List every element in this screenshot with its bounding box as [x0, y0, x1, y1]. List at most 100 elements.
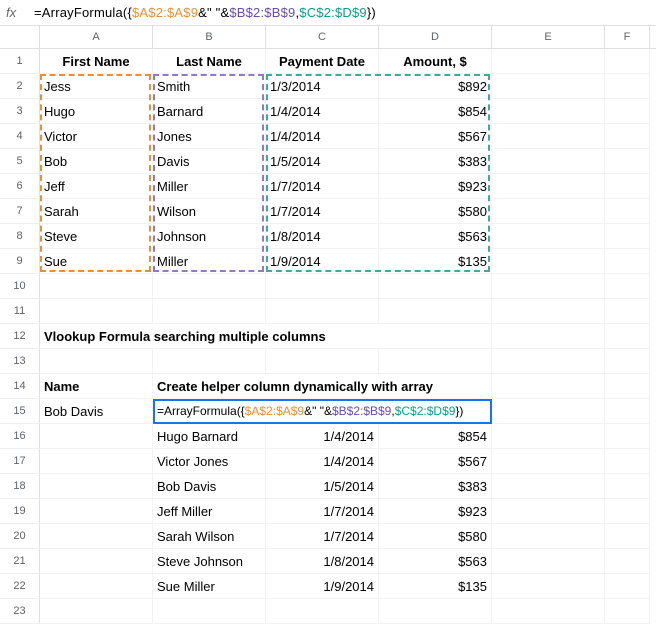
cell[interactable]: [492, 599, 605, 624]
cell[interactable]: [605, 549, 650, 574]
cell[interactable]: [492, 74, 605, 99]
row-header[interactable]: 7: [0, 199, 40, 224]
cell[interactable]: 1/7/2014: [266, 174, 379, 199]
cell[interactable]: [605, 374, 650, 399]
cell[interactable]: 1/7/2014: [266, 199, 379, 224]
cell[interactable]: 1/7/2014: [266, 499, 379, 524]
formula-text[interactable]: =ArrayFormula({$A$2:$A$9&" "&$B$2:$B$9,$…: [34, 5, 376, 20]
cell[interactable]: 1/9/2014: [266, 249, 379, 274]
cell[interactable]: [492, 474, 605, 499]
cell[interactable]: [492, 524, 605, 549]
row-header[interactable]: 11: [0, 299, 40, 324]
cell[interactable]: $854: [379, 99, 492, 124]
cell[interactable]: 1/4/2014: [266, 449, 379, 474]
row-header[interactable]: 4: [0, 124, 40, 149]
cell[interactable]: 1/4/2014: [266, 99, 379, 124]
cell[interactable]: $923: [379, 499, 492, 524]
cell[interactable]: [379, 599, 492, 624]
row-header[interactable]: 18: [0, 474, 40, 499]
cell[interactable]: [605, 449, 650, 474]
cell[interactable]: $567: [379, 124, 492, 149]
cell[interactable]: 1/9/2014: [266, 574, 379, 599]
cell[interactable]: Davis: [153, 149, 266, 174]
col-header-c[interactable]: C: [266, 26, 379, 48]
formula-cell[interactable]: =ArrayFormula({$A$2:$A$9&" "&$B$2:$B$9,$…: [153, 399, 492, 424]
cell[interactable]: First Name: [40, 49, 153, 74]
cell[interactable]: [492, 149, 605, 174]
cell[interactable]: [40, 474, 153, 499]
cell[interactable]: [40, 524, 153, 549]
cell[interactable]: [153, 599, 266, 624]
cell[interactable]: $567: [379, 449, 492, 474]
cell[interactable]: Johnson: [153, 224, 266, 249]
cell[interactable]: [492, 349, 605, 374]
cell[interactable]: [153, 274, 266, 299]
corner-cell[interactable]: [0, 26, 40, 48]
cell[interactable]: Steve: [40, 224, 153, 249]
cell[interactable]: [40, 349, 153, 374]
cell[interactable]: Jeff: [40, 174, 153, 199]
row-header[interactable]: 14: [0, 374, 40, 399]
cell[interactable]: [266, 599, 379, 624]
col-header-f[interactable]: F: [605, 26, 650, 48]
row-header[interactable]: 1: [0, 49, 40, 74]
cell[interactable]: [605, 499, 650, 524]
cell[interactable]: [605, 299, 650, 324]
cell[interactable]: [605, 249, 650, 274]
cell[interactable]: $383: [379, 474, 492, 499]
cell[interactable]: [492, 249, 605, 274]
cell[interactable]: [605, 199, 650, 224]
cell[interactable]: [379, 299, 492, 324]
cell[interactable]: [40, 449, 153, 474]
cell[interactable]: $563: [379, 224, 492, 249]
cell[interactable]: [379, 274, 492, 299]
cell[interactable]: 1/4/2014: [266, 424, 379, 449]
row-header[interactable]: 21: [0, 549, 40, 574]
cell[interactable]: Last Name: [153, 49, 266, 74]
col-header-b[interactable]: B: [153, 26, 266, 48]
row-header[interactable]: 13: [0, 349, 40, 374]
cell[interactable]: [153, 299, 266, 324]
cell[interactable]: [605, 424, 650, 449]
cell[interactable]: [40, 499, 153, 524]
formula-bar[interactable]: fx =ArrayFormula({$A$2:$A$9&" "&$B$2:$B$…: [0, 0, 656, 26]
cell[interactable]: [379, 349, 492, 374]
cell[interactable]: Bob: [40, 149, 153, 174]
cell[interactable]: [605, 224, 650, 249]
cell[interactable]: Jones: [153, 124, 266, 149]
cell[interactable]: [605, 474, 650, 499]
row-header[interactable]: 12: [0, 324, 40, 349]
cell[interactable]: Wilson: [153, 199, 266, 224]
name-value[interactable]: Bob Davis: [40, 399, 153, 424]
row-header[interactable]: 22: [0, 574, 40, 599]
cell[interactable]: [492, 174, 605, 199]
cell[interactable]: Jeff Miller: [153, 499, 266, 524]
row-header[interactable]: 19: [0, 499, 40, 524]
cell[interactable]: [605, 399, 650, 424]
cell[interactable]: Hugo Barnard: [153, 424, 266, 449]
cell[interactable]: [153, 349, 266, 374]
cell[interactable]: [40, 599, 153, 624]
row-header[interactable]: 16: [0, 424, 40, 449]
cell[interactable]: $854: [379, 424, 492, 449]
cell[interactable]: [492, 374, 605, 399]
cell[interactable]: [492, 224, 605, 249]
row-header[interactable]: 5: [0, 149, 40, 174]
cell[interactable]: $923: [379, 174, 492, 199]
cell[interactable]: Bob Davis: [153, 474, 266, 499]
cell[interactable]: [266, 299, 379, 324]
cell[interactable]: [492, 549, 605, 574]
cell[interactable]: $580: [379, 199, 492, 224]
cell[interactable]: [492, 499, 605, 524]
cell[interactable]: [605, 124, 650, 149]
cell[interactable]: Sue: [40, 249, 153, 274]
cell[interactable]: [492, 299, 605, 324]
cell[interactable]: 1/7/2014: [266, 524, 379, 549]
cell[interactable]: [605, 149, 650, 174]
cell[interactable]: $892: [379, 74, 492, 99]
col-header-e[interactable]: E: [492, 26, 605, 48]
cell[interactable]: Smith: [153, 74, 266, 99]
cell[interactable]: Steve Johnson: [153, 549, 266, 574]
cell[interactable]: $580: [379, 524, 492, 549]
row-header[interactable]: 9: [0, 249, 40, 274]
